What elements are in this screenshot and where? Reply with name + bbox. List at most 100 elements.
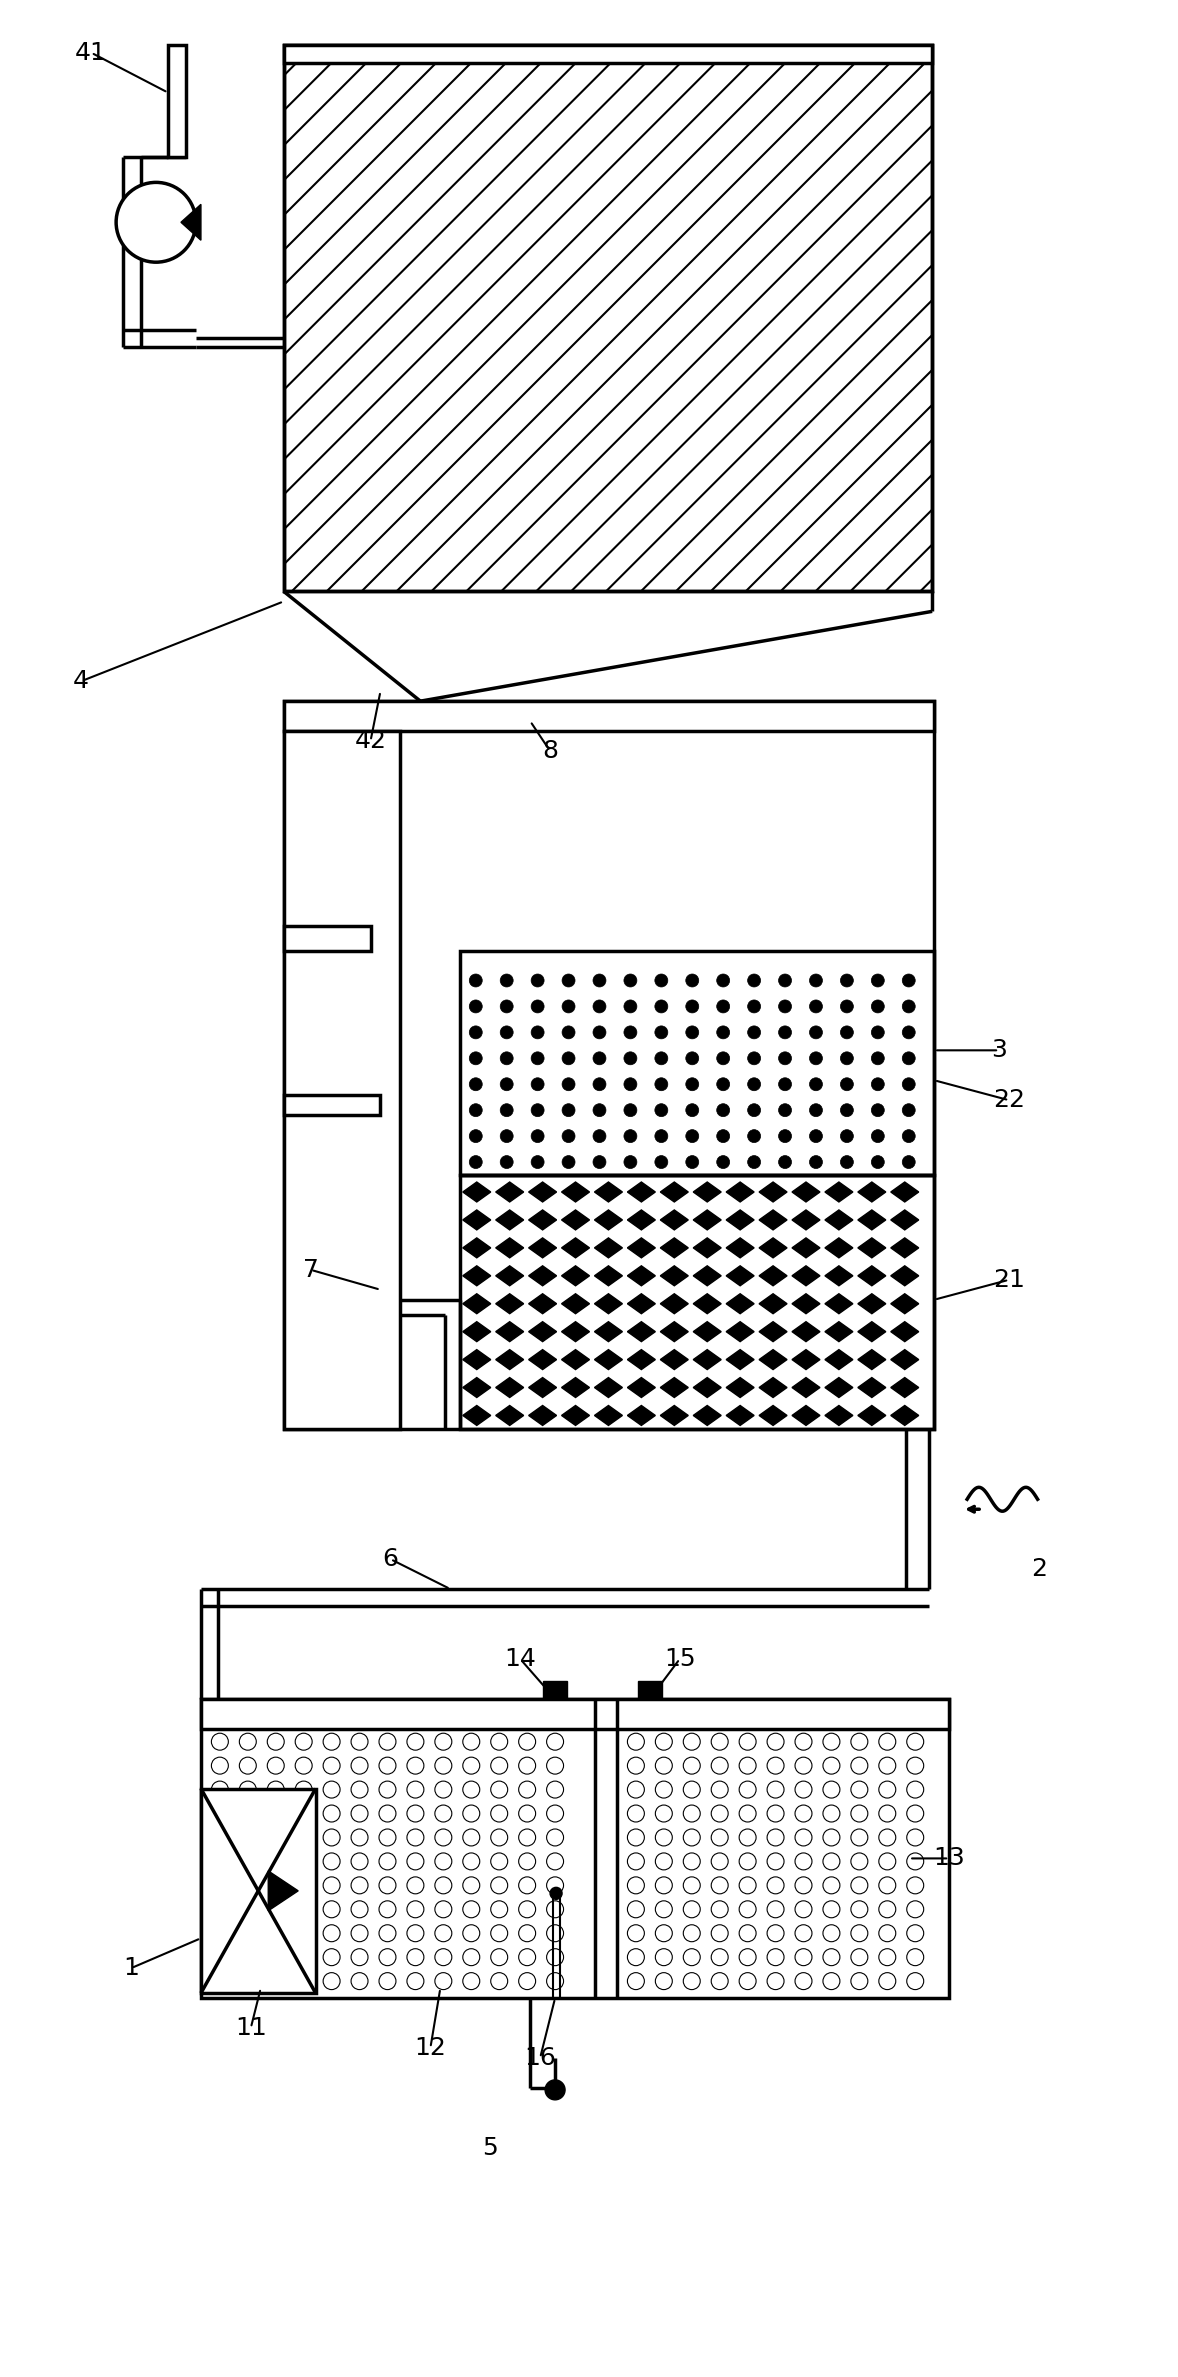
Circle shape xyxy=(907,1949,924,1966)
Circle shape xyxy=(655,975,668,986)
Circle shape xyxy=(463,1757,479,1773)
Polygon shape xyxy=(694,1181,721,1203)
Circle shape xyxy=(267,1828,284,1847)
Polygon shape xyxy=(496,1181,524,1203)
Circle shape xyxy=(267,1949,284,1966)
Circle shape xyxy=(518,1949,536,1966)
Circle shape xyxy=(463,1902,479,1918)
Circle shape xyxy=(351,1828,368,1847)
Circle shape xyxy=(739,1757,756,1773)
Circle shape xyxy=(211,1878,229,1894)
Polygon shape xyxy=(463,1293,491,1314)
Circle shape xyxy=(211,1973,229,1990)
Circle shape xyxy=(879,1854,895,1871)
Circle shape xyxy=(683,1902,700,1918)
Circle shape xyxy=(879,1733,895,1749)
Polygon shape xyxy=(661,1181,688,1203)
Circle shape xyxy=(655,1949,673,1966)
Polygon shape xyxy=(858,1350,886,1369)
Circle shape xyxy=(712,1925,728,1942)
Circle shape xyxy=(379,1733,396,1749)
Polygon shape xyxy=(463,1405,491,1426)
Polygon shape xyxy=(694,1267,721,1286)
Circle shape xyxy=(767,1973,785,1990)
Polygon shape xyxy=(562,1238,589,1257)
Circle shape xyxy=(323,1878,340,1894)
Polygon shape xyxy=(858,1293,886,1314)
Circle shape xyxy=(239,1733,257,1749)
Polygon shape xyxy=(891,1181,919,1203)
Circle shape xyxy=(211,1828,229,1847)
Polygon shape xyxy=(759,1181,787,1203)
Polygon shape xyxy=(726,1405,754,1426)
Circle shape xyxy=(547,1878,563,1894)
Polygon shape xyxy=(628,1181,655,1203)
Polygon shape xyxy=(858,1405,886,1426)
Circle shape xyxy=(435,1828,452,1847)
Circle shape xyxy=(323,1902,340,1918)
Polygon shape xyxy=(562,1210,589,1229)
Polygon shape xyxy=(628,1350,655,1369)
Circle shape xyxy=(531,1053,544,1065)
Circle shape xyxy=(840,1077,853,1091)
Circle shape xyxy=(351,1973,368,1990)
Circle shape xyxy=(267,1804,284,1823)
Circle shape xyxy=(655,1902,673,1918)
Circle shape xyxy=(739,1973,756,1990)
Polygon shape xyxy=(858,1210,886,1229)
Circle shape xyxy=(851,1973,868,1990)
Circle shape xyxy=(267,1925,284,1942)
Polygon shape xyxy=(496,1322,524,1341)
Circle shape xyxy=(628,1757,644,1773)
Circle shape xyxy=(239,1780,257,1797)
Circle shape xyxy=(628,1902,644,1918)
Circle shape xyxy=(624,1053,637,1065)
Circle shape xyxy=(593,1155,605,1169)
Bar xyxy=(637,1681,662,1700)
Circle shape xyxy=(907,1973,924,1990)
Circle shape xyxy=(872,1053,885,1065)
Circle shape xyxy=(379,1949,396,1966)
Polygon shape xyxy=(562,1267,589,1286)
Circle shape xyxy=(779,1077,792,1091)
Circle shape xyxy=(902,1027,915,1039)
Text: 6: 6 xyxy=(383,1547,398,1571)
Polygon shape xyxy=(628,1238,655,1257)
Text: 12: 12 xyxy=(415,2037,446,2061)
Polygon shape xyxy=(496,1267,524,1286)
Circle shape xyxy=(683,1878,700,1894)
Circle shape xyxy=(469,1001,482,1013)
Circle shape xyxy=(686,1027,699,1039)
Circle shape xyxy=(851,1757,868,1773)
Polygon shape xyxy=(825,1181,853,1203)
Circle shape xyxy=(296,1757,312,1773)
Circle shape xyxy=(879,1878,895,1894)
Polygon shape xyxy=(269,1871,298,1911)
Circle shape xyxy=(406,1733,424,1749)
Polygon shape xyxy=(661,1267,688,1286)
Polygon shape xyxy=(595,1405,622,1426)
Circle shape xyxy=(902,1129,915,1143)
Polygon shape xyxy=(858,1238,886,1257)
Polygon shape xyxy=(825,1379,853,1398)
Polygon shape xyxy=(891,1210,919,1229)
Circle shape xyxy=(406,1757,424,1773)
Text: 7: 7 xyxy=(303,1257,318,1281)
Circle shape xyxy=(491,1973,508,1990)
Polygon shape xyxy=(759,1322,787,1341)
Circle shape xyxy=(851,1902,868,1918)
Circle shape xyxy=(547,1925,563,1942)
Circle shape xyxy=(840,1129,853,1143)
Circle shape xyxy=(469,975,482,986)
Polygon shape xyxy=(792,1405,820,1426)
Circle shape xyxy=(547,1854,563,1871)
Circle shape xyxy=(531,1129,544,1143)
Circle shape xyxy=(823,1902,840,1918)
Circle shape xyxy=(379,1902,396,1918)
Polygon shape xyxy=(661,1322,688,1341)
Polygon shape xyxy=(825,1238,853,1257)
Circle shape xyxy=(739,1709,756,1726)
Circle shape xyxy=(872,1001,885,1013)
Bar xyxy=(284,925,371,951)
Circle shape xyxy=(239,1757,257,1773)
